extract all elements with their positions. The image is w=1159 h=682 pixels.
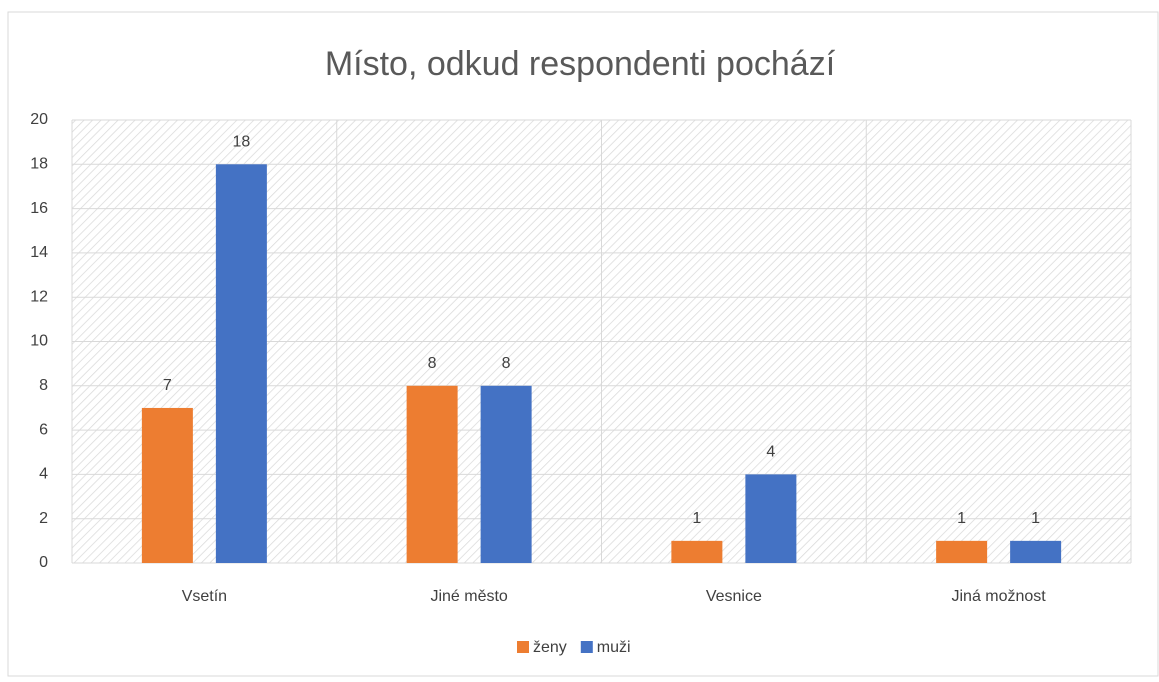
data-label: 1 [1031, 510, 1040, 527]
y-tick-label: 18 [30, 156, 48, 173]
bar [141, 407, 193, 563]
legend-swatch [580, 641, 593, 653]
y-tick-label: 4 [39, 466, 48, 483]
y-tick-label: 0 [39, 554, 48, 571]
bar [1010, 540, 1062, 563]
bar [406, 385, 458, 563]
x-tick-label: Jiné město [430, 588, 507, 605]
bar [671, 540, 723, 563]
bar [480, 385, 532, 563]
data-label: 4 [766, 444, 775, 461]
data-label: 1 [692, 510, 701, 527]
y-tick-label: 10 [30, 333, 48, 350]
y-tick-label: 8 [39, 377, 48, 394]
x-tick-label: Vesnice [706, 588, 762, 605]
data-label: 8 [428, 355, 437, 372]
legend-label: muži [597, 639, 631, 656]
bar [745, 474, 797, 563]
x-tick-label: Jiná možnost [951, 588, 1046, 605]
y-tick-label: 2 [39, 510, 48, 527]
chart-title: Místo, odkud respondenti pochází [325, 45, 836, 83]
data-label: 18 [232, 134, 250, 151]
x-tick-label: Vsetín [182, 588, 227, 605]
y-tick-label: 16 [30, 200, 48, 217]
bar [215, 164, 267, 564]
data-label: 7 [163, 377, 172, 394]
y-tick-label: 12 [30, 288, 48, 305]
y-tick-label: 14 [30, 244, 48, 261]
y-tick-label: 6 [39, 421, 48, 438]
legend-swatch [517, 641, 529, 653]
y-tick-label: 20 [30, 111, 48, 128]
data-label: 1 [957, 510, 966, 527]
bar [936, 540, 988, 563]
legend-label: ženy [533, 639, 567, 656]
data-label: 8 [502, 355, 511, 372]
